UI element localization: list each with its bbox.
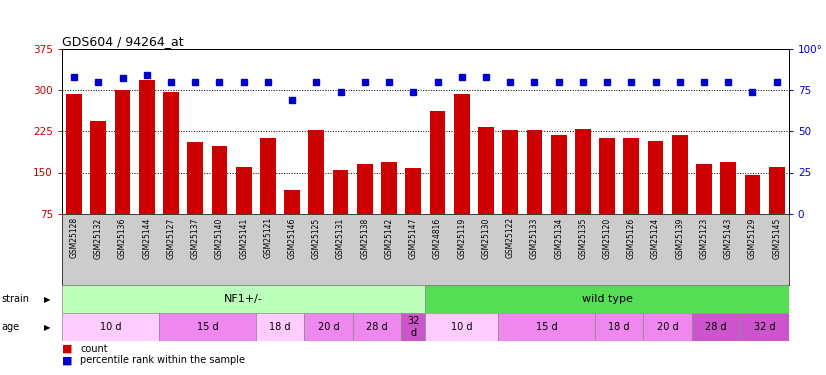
Bar [357,164,373,214]
Bar [744,175,761,214]
Bar [430,111,445,214]
Text: GSM25124: GSM25124 [651,217,660,259]
Bar [188,142,203,214]
Text: ▶: ▶ [44,295,50,304]
Bar [260,138,276,214]
Bar [284,190,300,214]
Text: 10 d: 10 d [100,322,121,332]
Text: 15 d: 15 d [197,322,218,332]
Bar [599,138,615,214]
Bar [401,313,425,341]
Bar [498,313,595,341]
Text: GSM25140: GSM25140 [215,217,224,259]
Bar [720,162,736,214]
Text: GSM25137: GSM25137 [191,217,200,259]
Text: 15 d: 15 d [536,322,558,332]
Bar [381,162,397,214]
Text: strain: strain [2,294,30,304]
Bar [353,313,401,341]
Bar [139,80,154,214]
Bar [551,135,567,214]
Text: ▶: ▶ [44,322,50,332]
Text: NF1+/-: NF1+/- [224,294,263,304]
Bar [159,313,256,341]
Text: 28 d: 28 d [366,322,387,332]
Bar [643,313,692,341]
Bar [304,313,353,341]
Text: 20 d: 20 d [657,322,678,332]
Text: GSM25128: GSM25128 [69,217,78,258]
Text: GSM25138: GSM25138 [360,217,369,259]
Bar [478,127,494,214]
Bar [90,122,107,214]
Bar [692,313,740,341]
Text: GSM25130: GSM25130 [482,217,491,259]
Text: 18 d: 18 d [269,322,291,332]
Bar [211,146,227,214]
Text: GSM25144: GSM25144 [142,217,151,259]
Text: GSM24816: GSM24816 [433,217,442,259]
Text: GSM25127: GSM25127 [167,217,175,259]
Bar [62,285,425,313]
Bar [696,164,712,214]
Bar [453,94,470,214]
Text: GSM25131: GSM25131 [336,217,345,259]
Text: GSM25126: GSM25126 [627,217,636,259]
Bar [595,313,643,341]
Text: GSM25122: GSM25122 [506,217,515,258]
Text: wild type: wild type [582,294,633,304]
Bar [526,130,543,214]
Bar [740,313,789,341]
Text: ■: ■ [62,355,73,365]
Text: GSM25121: GSM25121 [263,217,273,258]
Bar [575,129,591,214]
Text: 28 d: 28 d [705,322,727,332]
Text: GSM25129: GSM25129 [748,217,757,259]
Bar [648,141,663,214]
Text: 32 d: 32 d [754,322,776,332]
Bar [115,90,131,214]
Bar [769,167,785,214]
Text: GSM25141: GSM25141 [240,217,248,259]
Text: GSM25142: GSM25142 [385,217,393,259]
Text: GSM25123: GSM25123 [700,217,709,259]
Bar [425,313,498,341]
Text: GSM25139: GSM25139 [676,217,684,259]
Text: 10 d: 10 d [451,322,472,332]
Bar [672,135,688,214]
Text: ■: ■ [62,344,73,354]
Text: GSM25145: GSM25145 [772,217,781,259]
Text: 18 d: 18 d [609,322,630,332]
Text: GSM25133: GSM25133 [530,217,539,259]
Text: age: age [2,322,20,332]
Bar [333,170,349,214]
Text: count: count [80,344,107,354]
Text: GSM25143: GSM25143 [724,217,733,259]
Text: GSM25146: GSM25146 [287,217,297,259]
Text: GSM25125: GSM25125 [312,217,320,259]
Text: GSM25135: GSM25135 [578,217,587,259]
Bar [163,92,179,214]
Bar [624,138,639,214]
Bar [62,313,159,341]
Text: percentile rank within the sample: percentile rank within the sample [80,355,245,365]
Bar [425,285,789,313]
Text: 32
d: 32 d [407,316,420,338]
Text: GSM25136: GSM25136 [118,217,127,259]
Bar [235,167,252,214]
Bar [308,130,325,214]
Text: GSM25119: GSM25119 [458,217,466,259]
Bar [256,313,304,341]
Bar [66,94,82,214]
Text: GSM25147: GSM25147 [409,217,418,259]
Text: GSM25134: GSM25134 [554,217,563,259]
Text: GSM25132: GSM25132 [94,217,102,259]
Text: GSM25120: GSM25120 [603,217,611,259]
Text: 20 d: 20 d [318,322,339,332]
Text: GDS604 / 94264_at: GDS604 / 94264_at [62,34,183,48]
Bar [502,130,518,214]
Bar [406,168,421,214]
